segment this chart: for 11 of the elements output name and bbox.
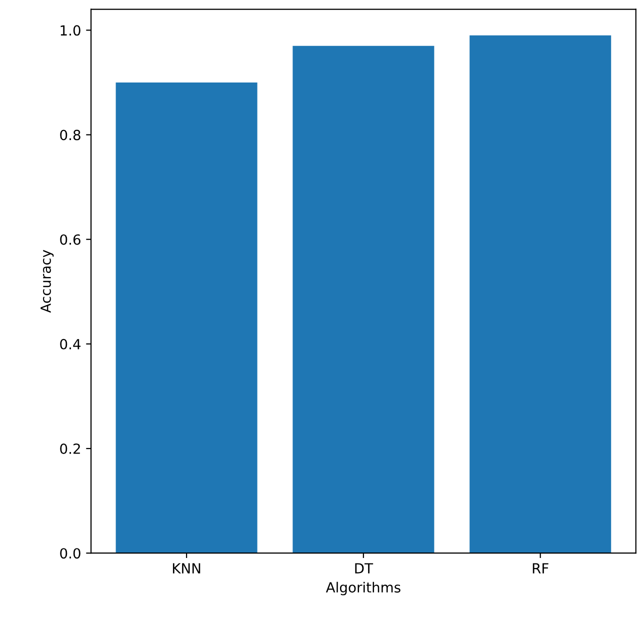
x-axis-title: Algorithms	[326, 582, 400, 596]
y-tick-label: 0.0	[60, 548, 80, 559]
y-axis-title: Accuracy	[40, 250, 54, 313]
y-tick-label: 0.6	[60, 234, 80, 245]
x-tick-label: RF	[532, 563, 548, 574]
x-tick-label: DT	[355, 563, 374, 574]
y-tick-label: 0.8	[60, 130, 80, 140]
y-tick-label: 0.2	[60, 443, 80, 454]
x-tick-label: KNN	[172, 563, 200, 574]
y-tick-label: 0.4	[60, 338, 81, 350]
y-tick-label: 1.0	[60, 25, 80, 36]
